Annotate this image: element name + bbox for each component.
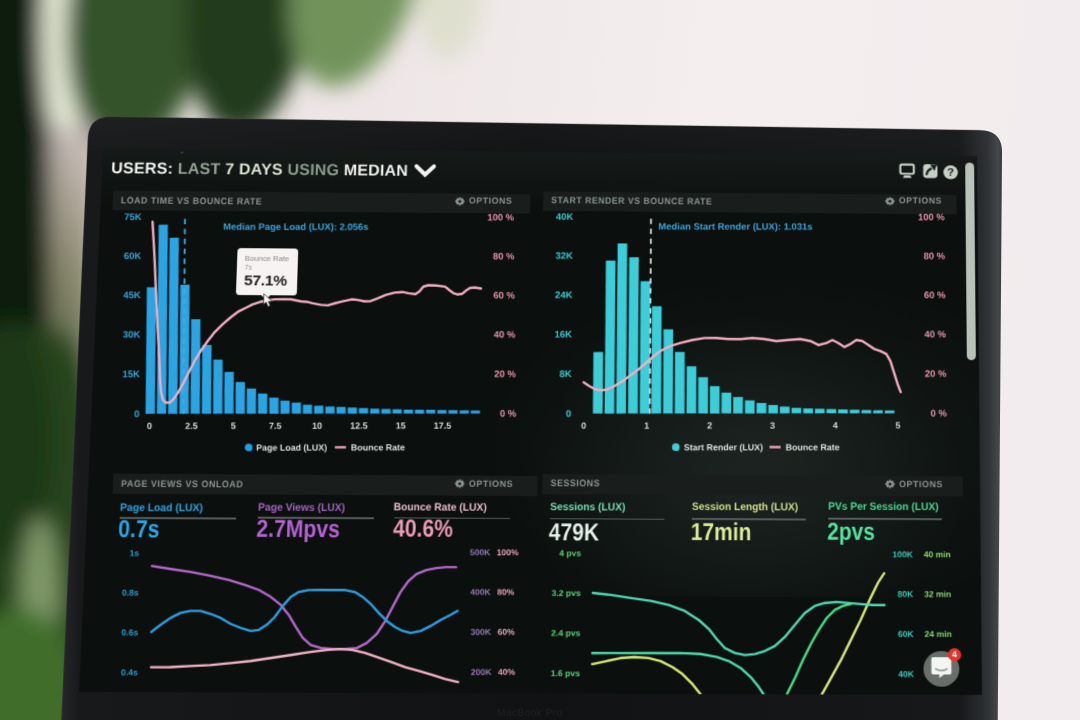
- svg-text:60K: 60K: [897, 628, 913, 638]
- svg-text:0: 0: [134, 409, 139, 419]
- svg-text:32K: 32K: [555, 250, 573, 261]
- svg-text:5: 5: [895, 420, 900, 430]
- svg-text:40K: 40K: [898, 668, 914, 678]
- svg-text:80K: 80K: [897, 589, 913, 599]
- svg-text:2.5: 2.5: [185, 421, 198, 431]
- svg-text:0: 0: [581, 421, 586, 431]
- svg-text:Page Load (LUX): Page Load (LUX): [256, 442, 327, 452]
- svg-text:400K: 400K: [470, 588, 491, 597]
- svg-text:7.5: 7.5: [269, 421, 282, 431]
- svg-text:20 %: 20 %: [925, 368, 947, 379]
- svg-text:1.6 pvs: 1.6 pvs: [550, 668, 580, 678]
- svg-text:30K: 30K: [122, 330, 140, 340]
- svg-text:16K: 16K: [554, 329, 572, 340]
- svg-text:100 %: 100 %: [487, 212, 514, 222]
- svg-text:32 min: 32 min: [924, 589, 951, 599]
- svg-text:100%: 100%: [496, 548, 519, 557]
- svg-text:24 min: 24 min: [924, 628, 951, 638]
- svg-text:0.4s: 0.4s: [121, 668, 138, 677]
- svg-text:80%: 80%: [497, 588, 515, 597]
- svg-text:Bounce Rate: Bounce Rate: [786, 442, 840, 452]
- svg-text:24K: 24K: [555, 289, 573, 300]
- svg-text:15: 15: [395, 421, 405, 431]
- svg-text:100 %: 100 %: [918, 211, 945, 222]
- svg-text:0: 0: [147, 421, 152, 431]
- svg-text:10: 10: [312, 421, 322, 431]
- svg-text:1: 1: [644, 421, 649, 431]
- svg-text:60%: 60%: [497, 627, 515, 636]
- svg-text:0 %: 0 %: [500, 409, 517, 419]
- svg-text:75K: 75K: [124, 212, 142, 222]
- svg-text:0 %: 0 %: [930, 408, 947, 419]
- svg-text:17.5: 17.5: [433, 420, 451, 430]
- svg-text:0.6s: 0.6s: [121, 628, 138, 637]
- svg-text:2: 2: [707, 421, 712, 431]
- svg-text:4: 4: [833, 421, 838, 431]
- svg-text:200K: 200K: [470, 667, 491, 676]
- svg-text:8K: 8K: [559, 368, 572, 379]
- svg-text:0.8s: 0.8s: [121, 588, 138, 597]
- svg-text:40 min: 40 min: [923, 549, 950, 559]
- svg-text:Median Start Render (LUX): 1.0: Median Start Render (LUX): 1.031s: [658, 221, 812, 232]
- svg-text:3.2 pvs: 3.2 pvs: [551, 587, 581, 597]
- svg-text:12.5: 12.5: [350, 421, 368, 431]
- svg-text:40 %: 40 %: [924, 329, 946, 340]
- svg-text:500K: 500K: [469, 548, 490, 557]
- svg-text:80 %: 80 %: [924, 250, 946, 261]
- svg-text:20 %: 20 %: [494, 369, 516, 379]
- svg-text:Median Page Load (LUX): 2.056s: Median Page Load (LUX): 2.056s: [223, 222, 368, 232]
- svg-text:Start Render (LUX): Start Render (LUX): [684, 442, 763, 452]
- svg-text:60 %: 60 %: [924, 289, 946, 300]
- svg-text:45K: 45K: [123, 290, 141, 300]
- svg-text:80 %: 80 %: [493, 251, 515, 261]
- svg-text:3: 3: [770, 421, 775, 431]
- svg-text:0: 0: [566, 408, 571, 419]
- svg-text:40 %: 40 %: [493, 330, 515, 340]
- svg-text:60 %: 60 %: [493, 290, 515, 300]
- svg-text:2.4 pvs: 2.4 pvs: [551, 627, 581, 637]
- svg-text:15K: 15K: [122, 369, 140, 379]
- svg-text:1s: 1s: [129, 549, 139, 558]
- svg-text:100K: 100K: [892, 549, 912, 559]
- svg-text:?: ?: [947, 168, 954, 180]
- svg-text:40K: 40K: [556, 211, 574, 222]
- svg-text:5: 5: [231, 421, 236, 431]
- svg-text:300K: 300K: [470, 627, 491, 636]
- svg-text:4 pvs: 4 pvs: [559, 548, 581, 558]
- svg-text:Bounce Rate: Bounce Rate: [351, 442, 405, 452]
- svg-text:40%: 40%: [498, 667, 516, 676]
- svg-text:60K: 60K: [123, 251, 141, 261]
